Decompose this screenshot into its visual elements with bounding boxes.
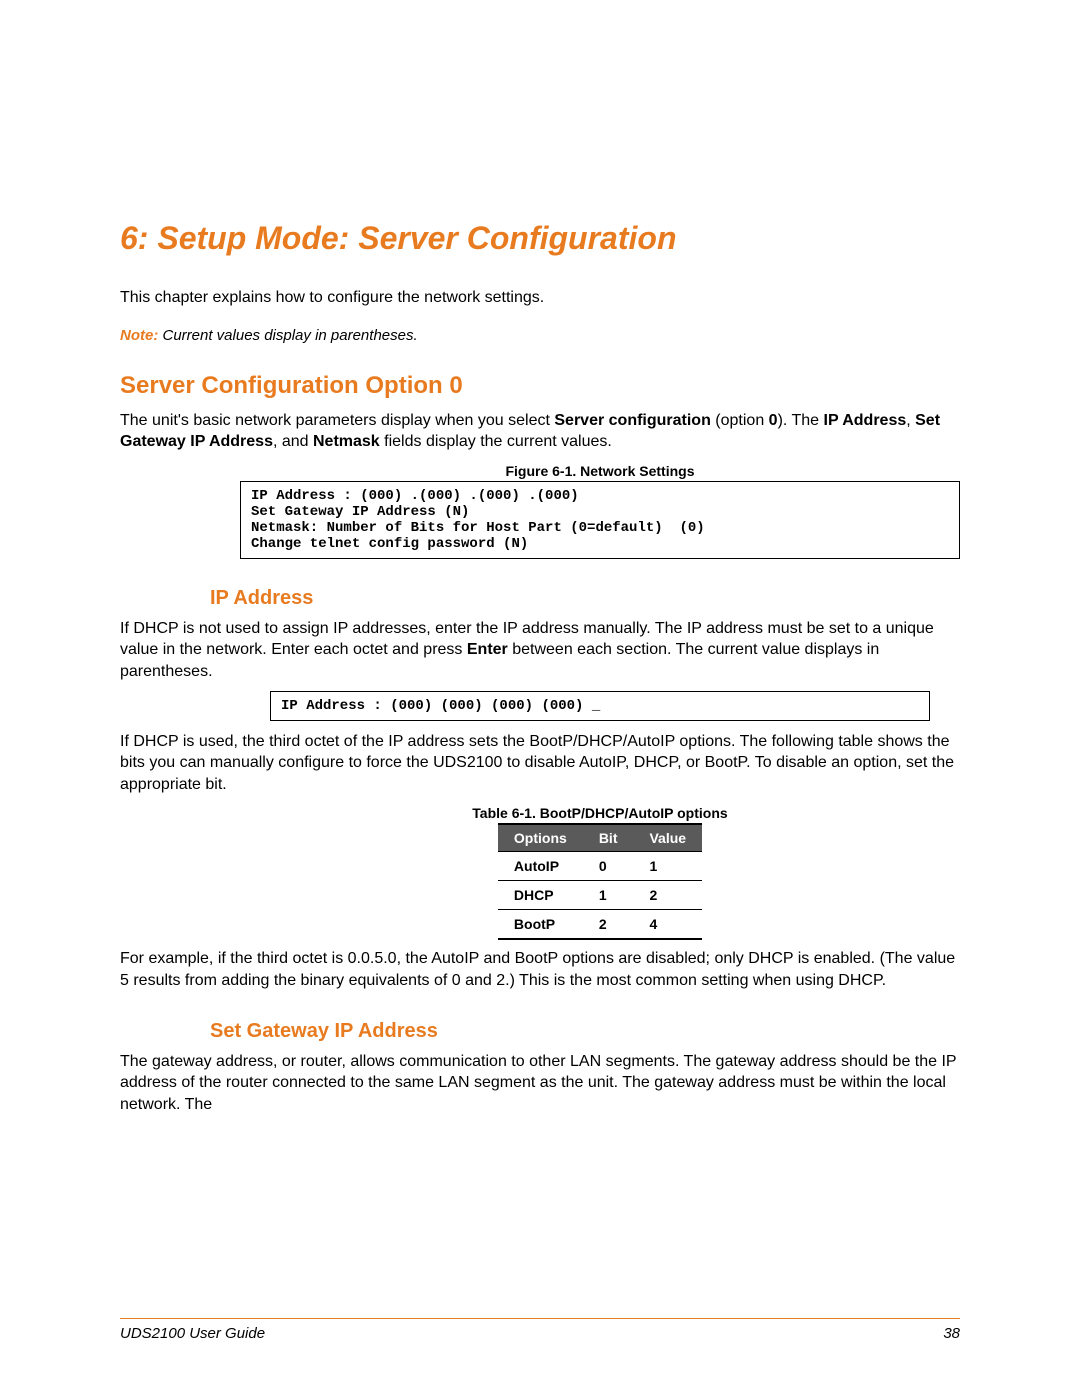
section2-paragraph3: For example, if the third octet is 0.0.5… xyxy=(120,948,960,991)
table-cell: DHCP xyxy=(498,881,583,910)
note-line: Note: Current values display in parenthe… xyxy=(120,327,960,344)
code-box-network-settings: IP Address : (000) .(000) .(000) .(000) … xyxy=(240,481,960,559)
table-cell: 1 xyxy=(583,881,634,910)
bold-fragment: Server configuration xyxy=(554,412,710,429)
table-cell: AutoIP xyxy=(498,852,583,881)
bold-fragment: Netmask xyxy=(313,433,380,450)
text-fragment: (option xyxy=(711,412,769,429)
text-fragment: , xyxy=(906,412,915,429)
table-header-value: Value xyxy=(633,824,702,852)
figure-caption: Figure 6-1. Network Settings xyxy=(240,463,960,479)
table-caption: Table 6-1. BootP/DHCP/AutoIP options xyxy=(240,805,960,821)
table-cell: 2 xyxy=(583,910,634,940)
section1-paragraph: The unit's basic network parameters disp… xyxy=(120,410,960,453)
table-cell: 2 xyxy=(633,881,702,910)
options-table: Options Bit Value AutoIP 0 1 DHCP 1 2 Bo… xyxy=(498,823,702,940)
table-row: DHCP 1 2 xyxy=(498,881,702,910)
table-row: AutoIP 0 1 xyxy=(498,852,702,881)
table-cell: 0 xyxy=(583,852,634,881)
note-text: Current values display in parentheses. xyxy=(158,327,417,344)
table-header-row: Options Bit Value xyxy=(498,824,702,852)
footer-page-number: 38 xyxy=(943,1325,960,1342)
document-page: 6: Setup Mode: Server Configuration This… xyxy=(0,0,1080,1397)
section3-paragraph: The gateway address, or router, allows c… xyxy=(120,1051,960,1116)
footer-guide-title: UDS2100 User Guide xyxy=(120,1325,265,1342)
section2-paragraph1: If DHCP is not used to assign IP address… xyxy=(120,618,960,683)
table-cell: 4 xyxy=(633,910,702,940)
text-fragment: fields display the current values. xyxy=(380,433,612,450)
code-box-ip-address: IP Address : (000) (000) (000) (000) _ xyxy=(270,691,930,721)
table-header-options: Options xyxy=(498,824,583,852)
section2-paragraph2: If DHCP is used, the third octet of the … xyxy=(120,731,960,796)
bold-fragment: 0 xyxy=(769,412,778,429)
section-heading-gateway: Set Gateway IP Address xyxy=(210,1020,960,1043)
table-row: BootP 2 4 xyxy=(498,910,702,940)
bold-fragment: IP Address xyxy=(824,412,907,429)
text-fragment: , and xyxy=(273,433,313,450)
table-header-bit: Bit xyxy=(583,824,634,852)
note-label: Note: xyxy=(120,327,158,344)
page-footer: UDS2100 User Guide 38 xyxy=(120,1318,960,1342)
intro-paragraph: This chapter explains how to configure t… xyxy=(120,287,960,309)
bold-fragment: Enter xyxy=(467,641,508,658)
chapter-title: 6: Setup Mode: Server Configuration xyxy=(120,220,960,257)
text-fragment: ). The xyxy=(778,412,824,429)
text-fragment: The unit's basic network parameters disp… xyxy=(120,412,554,429)
section-heading-ip-address: IP Address xyxy=(210,587,960,610)
section-heading-server-config: Server Configuration Option 0 xyxy=(120,372,960,400)
table-cell: BootP xyxy=(498,910,583,940)
table-cell: 1 xyxy=(633,852,702,881)
